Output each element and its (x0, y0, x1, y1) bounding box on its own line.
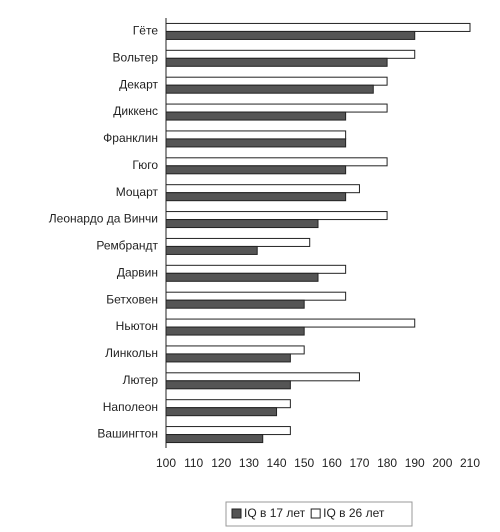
bar (165, 49, 416, 59)
y-tick-label: Моцарт (116, 185, 159, 199)
y-tick-label: Франклин (103, 131, 158, 145)
x-tick-label: 170 (349, 456, 369, 470)
y-tick-label: Рембрандт (96, 239, 158, 253)
bar (165, 219, 319, 229)
bar (165, 326, 305, 336)
y-tick-label: Вольтер (113, 50, 159, 64)
bar (165, 192, 347, 202)
bar (165, 399, 291, 409)
y-tick-label: Лютер (123, 373, 159, 387)
bar (165, 103, 388, 113)
bar (165, 434, 264, 444)
y-tick-label: Ньютон (116, 319, 158, 333)
x-tick-label: 110 (184, 456, 203, 470)
bar (165, 138, 347, 148)
bar (165, 272, 319, 282)
bar (165, 76, 388, 86)
bar (165, 299, 305, 309)
bar (165, 345, 305, 355)
bar (165, 184, 360, 194)
x-tick-label: 190 (405, 456, 425, 470)
bar (165, 353, 291, 363)
bar (165, 318, 416, 328)
y-tick-label: Гёте (133, 24, 159, 38)
bar (165, 264, 347, 274)
y-tick-label: Декарт (119, 77, 158, 91)
bar (165, 211, 388, 221)
bar (165, 111, 347, 121)
x-tick-label: 180 (377, 456, 397, 470)
bar (165, 407, 278, 417)
y-tick-label: Дарвин (117, 265, 158, 279)
bar (165, 130, 347, 140)
y-tick-label: Линкольн (105, 346, 158, 360)
x-tick-label: 150 (294, 456, 314, 470)
y-tick-label: Леонардо да Винчи (49, 212, 158, 226)
bar (165, 22, 471, 32)
bar (165, 380, 291, 390)
y-tick-label: Наполеон (103, 400, 158, 414)
y-tick-label: Вашингтон (97, 427, 158, 441)
legend-label: IQ в 17 лет (244, 506, 306, 520)
x-tick-label: 210 (460, 456, 480, 470)
x-tick-label: 100 (156, 456, 176, 470)
bar (165, 245, 258, 255)
y-tick-label: Гюго (132, 158, 158, 172)
bar (165, 84, 374, 94)
x-tick-label: 120 (211, 456, 231, 470)
x-tick-label: 130 (239, 456, 259, 470)
legend-label: IQ в 26 лет (323, 506, 385, 520)
bar (165, 30, 416, 40)
bar (165, 57, 388, 67)
x-tick-label: 200 (432, 456, 452, 470)
bar (165, 372, 360, 382)
x-tick-label: 140 (267, 456, 287, 470)
bar (165, 157, 388, 167)
x-tick-label: 160 (322, 456, 342, 470)
legend-swatch (310, 508, 321, 519)
bar (165, 237, 311, 247)
bar (165, 426, 291, 436)
bar (165, 165, 347, 175)
y-tick-label: Диккенс (113, 104, 158, 118)
legend-swatch (231, 508, 242, 519)
y-tick-label: Бетховен (106, 292, 158, 306)
bar (165, 291, 347, 301)
